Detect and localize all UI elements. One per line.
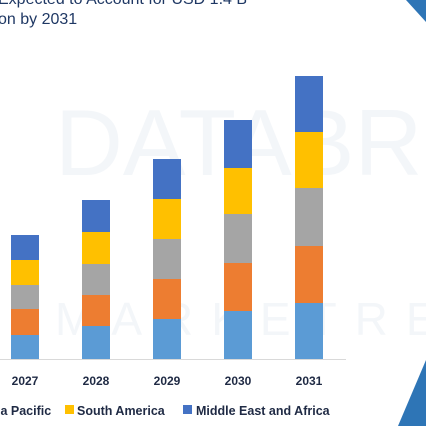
x-tick-label-2031: 2031 xyxy=(296,374,323,388)
legend-swatch-south-america xyxy=(65,405,74,414)
bar-segment-europe-2031 xyxy=(295,246,323,303)
corner-accent-bottom xyxy=(398,360,426,426)
bar-segment-north-america-2027 xyxy=(11,335,39,359)
bar-segment-north-america-2029 xyxy=(153,319,181,359)
legend-label-south-america: South America xyxy=(77,404,166,418)
legend-label-asia-pacific: ia Pacific xyxy=(0,404,51,418)
bar-segment-asia-pacific-2027 xyxy=(11,285,39,309)
bar-segment-south-america-2031 xyxy=(295,132,323,188)
bar-segment-north-america-2031 xyxy=(295,303,323,359)
x-tick-label-2029: 2029 xyxy=(154,374,181,388)
bar-segment-south-america-2029 xyxy=(153,199,181,239)
bar-segment-asia-pacific-2028 xyxy=(82,264,110,295)
legend: ia Pacific South America Middle East and… xyxy=(0,404,331,418)
bar-segment-north-america-2030 xyxy=(224,311,252,359)
x-tick-labels: 2027 2028 2029 2030 2031 xyxy=(12,374,323,388)
bar-segment-south-america-2027 xyxy=(11,260,39,285)
x-tick-label-2027: 2027 xyxy=(12,374,39,388)
bar-segment-middle-east-africa-2031 xyxy=(295,76,323,132)
chart-title-line-1: Expected to Account for USD 1.4 B xyxy=(0,0,247,8)
corner-accent-top xyxy=(406,0,426,22)
x-tick-label-2028: 2028 xyxy=(83,374,110,388)
bar-segment-asia-pacific-2030 xyxy=(224,214,252,263)
legend-swatch-middle-east-africa xyxy=(183,405,192,414)
legend-label-middle-east-africa: Middle East and Africa xyxy=(196,404,331,418)
bar-segment-europe-2030 xyxy=(224,263,252,311)
bar-segment-south-america-2028 xyxy=(82,232,110,264)
bar-segment-middle-east-africa-2028 xyxy=(82,200,110,232)
bar-segment-middle-east-africa-2030 xyxy=(224,120,252,168)
bars-group xyxy=(11,76,323,359)
bar-segment-middle-east-africa-2027 xyxy=(11,235,39,260)
bar-segment-europe-2028 xyxy=(82,295,110,326)
bar-segment-north-america-2028 xyxy=(82,326,110,359)
bar-segment-asia-pacific-2031 xyxy=(295,188,323,246)
bar-segment-europe-2029 xyxy=(153,279,181,319)
chart-title-line-2: on by 2031 xyxy=(0,11,77,28)
bar-segment-middle-east-africa-2029 xyxy=(153,159,181,199)
bar-segment-asia-pacific-2029 xyxy=(153,239,181,279)
bar-segment-europe-2027 xyxy=(11,309,39,335)
bar-segment-south-america-2030 xyxy=(224,168,252,214)
x-tick-label-2030: 2030 xyxy=(225,374,252,388)
